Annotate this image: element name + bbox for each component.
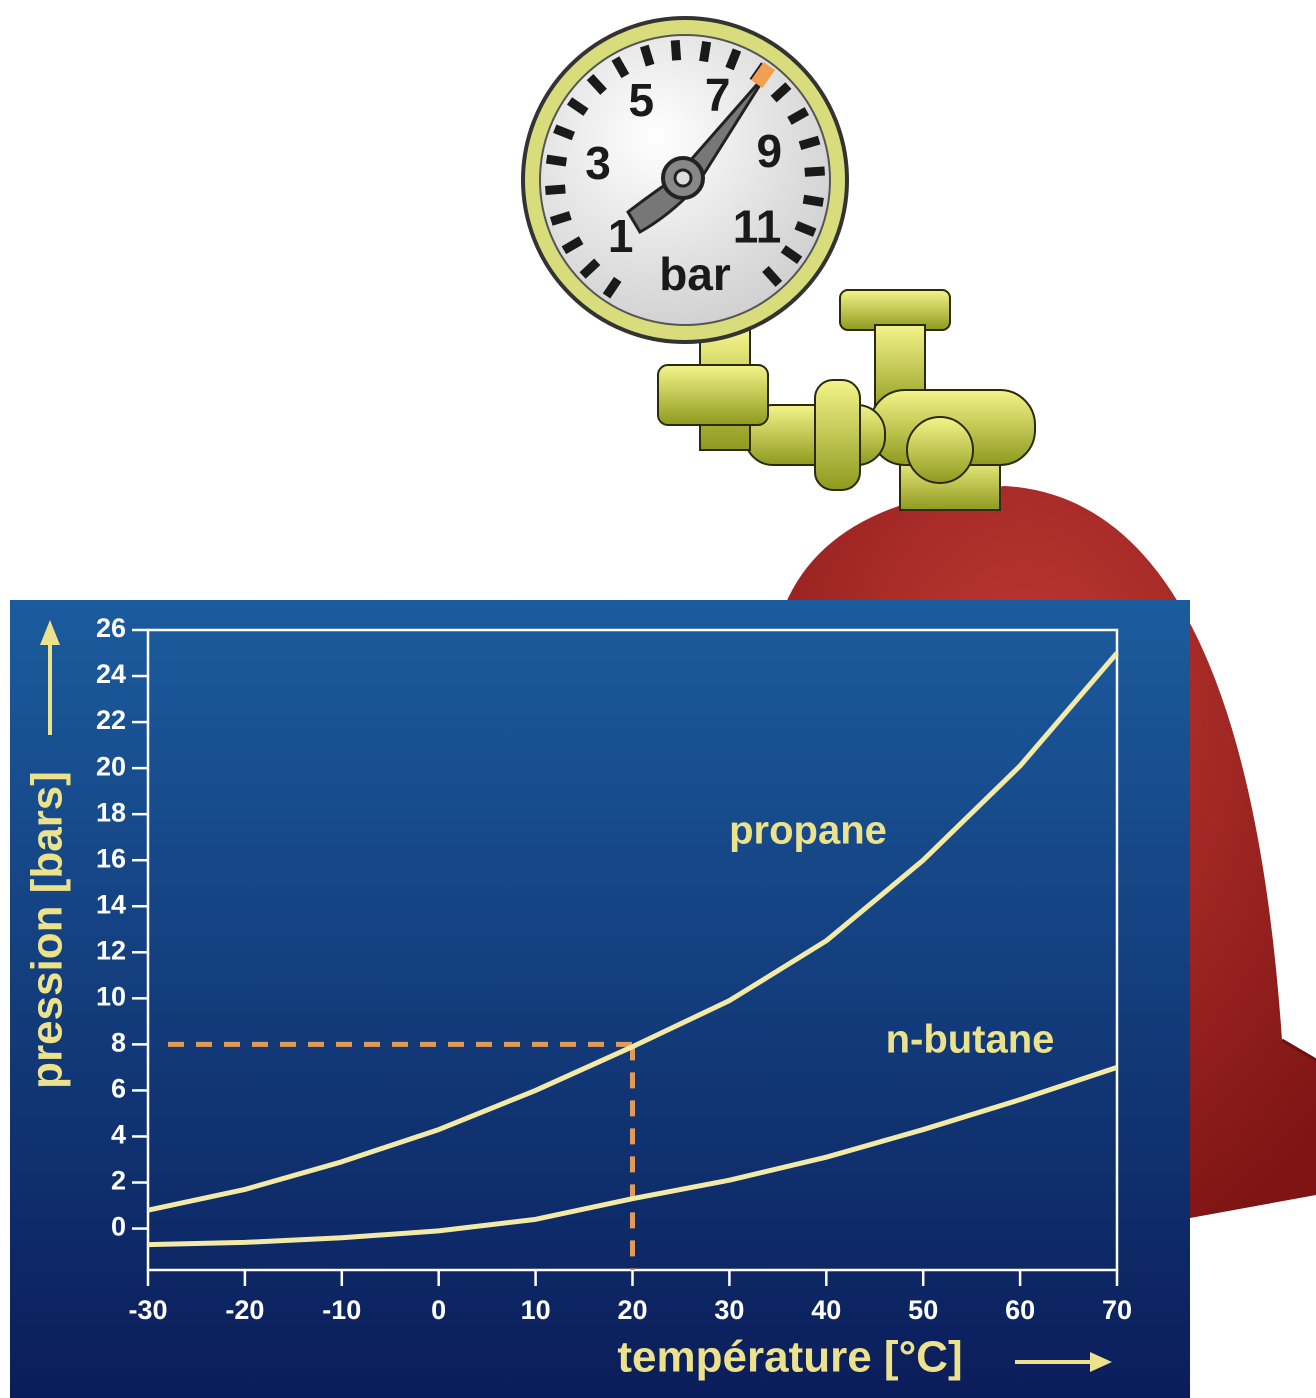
y-tick-label: 4 (111, 1120, 126, 1150)
gauge-mark (545, 189, 565, 190)
chart-panel (10, 600, 1190, 1398)
y-tick-label: 22 (96, 705, 126, 735)
gauge-number: 7 (705, 68, 731, 120)
gauge-mark (644, 46, 650, 65)
gauge-mark (800, 140, 819, 146)
gauge-number: 1 (608, 210, 634, 262)
gauge-number: 3 (585, 137, 611, 189)
y-tick-label: 20 (96, 751, 126, 781)
y-tick-label: 0 (111, 1212, 126, 1242)
y-tick-label: 2 (111, 1166, 126, 1196)
gauge-number: 9 (757, 125, 783, 177)
y-tick-label: 8 (111, 1028, 126, 1058)
gauge-mark (675, 40, 676, 60)
y-tick-label: 26 (96, 613, 126, 643)
x-tick-label: -20 (225, 1295, 264, 1325)
y-tick-label: 10 (96, 981, 126, 1011)
gauge-mark (805, 171, 825, 172)
y-tick-label: 6 (111, 1074, 126, 1104)
y-tick-label: 16 (96, 843, 126, 873)
x-tick-label: 0 (431, 1295, 446, 1325)
y-axis-label: pression [bars] (23, 771, 72, 1089)
x-tick-label: 20 (617, 1295, 647, 1325)
series-label: n-butane (886, 1018, 1055, 1062)
x-tick-label: -10 (322, 1295, 361, 1325)
gauge-mark (803, 199, 823, 202)
y-tick-label: 24 (96, 659, 126, 689)
x-tick-label: 30 (714, 1295, 744, 1325)
x-tick-label: 40 (811, 1295, 841, 1325)
x-tick-label: 50 (908, 1295, 938, 1325)
gauge-mark (547, 159, 567, 162)
y-tick-label: 12 (96, 935, 126, 965)
gauge-unit: bar (659, 248, 731, 300)
x-tick-label: 70 (1102, 1295, 1132, 1325)
x-tick-label: -30 (128, 1295, 167, 1325)
y-tick-label: 18 (96, 797, 126, 827)
gauge-hub-center (675, 170, 691, 186)
x-tick-label: 60 (1005, 1295, 1035, 1325)
gauge-mark (704, 42, 707, 62)
y-tick-label: 14 (96, 889, 126, 919)
gauge-number: 11 (733, 201, 782, 253)
x-axis-label: température [°C] (617, 1333, 962, 1382)
gauge-number: 5 (628, 74, 654, 126)
gauge-mark (551, 215, 570, 221)
series-label: propane (729, 809, 887, 853)
chart: température [°C] pression [bars] 1 3579 11… (0, 0, 1316, 1398)
x-tick-label: 10 (521, 1295, 551, 1325)
